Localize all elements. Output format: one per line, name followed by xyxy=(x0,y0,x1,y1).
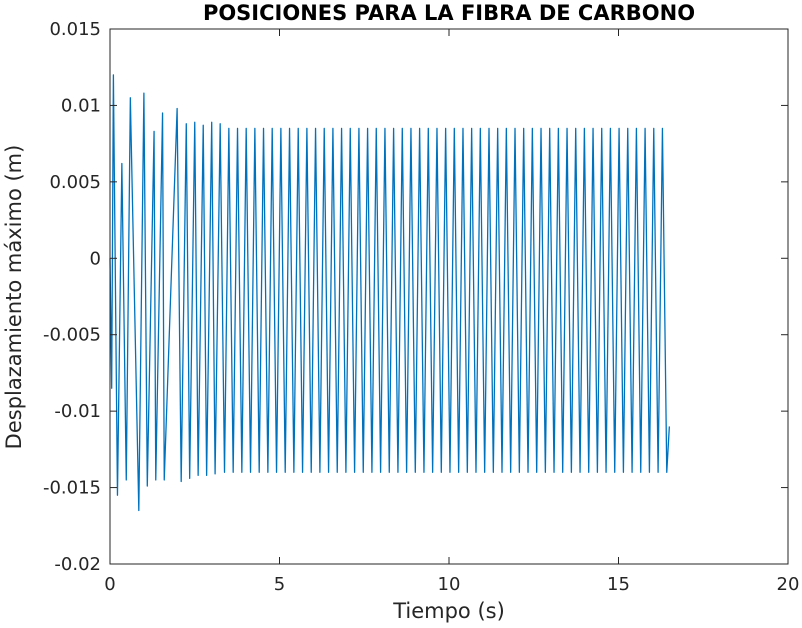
y-tick-label: 0.005 xyxy=(49,172,101,193)
y-tick-label: 0 xyxy=(90,248,101,269)
x-axis-label: Tiempo (s) xyxy=(392,599,505,623)
y-tick-label: -0.01 xyxy=(54,401,101,422)
y-tick-label: -0.005 xyxy=(43,325,101,346)
x-tick-label: 10 xyxy=(438,574,461,595)
y-tick-label: 0.015 xyxy=(49,19,101,40)
chart-title: POSICIONES PARA LA FIBRA DE CARBONO xyxy=(203,1,695,25)
x-tick-label: 15 xyxy=(607,574,630,595)
x-tick-label: 20 xyxy=(777,574,800,595)
y-axis-label: Desplazamiento máximo (m) xyxy=(2,145,26,450)
y-tick-label: -0.015 xyxy=(43,478,101,499)
y-tick-label: 0.01 xyxy=(61,95,101,116)
series-line xyxy=(109,74,670,512)
x-tick-label: 0 xyxy=(104,574,115,595)
x-tick-label: 5 xyxy=(274,574,285,595)
plot-area: 0 5 10 15 20 -0.02 -0.015 -0.01 -0.005 0 0.005 0.01… xyxy=(43,19,799,595)
y-tick-label: -0.02 xyxy=(54,554,101,575)
